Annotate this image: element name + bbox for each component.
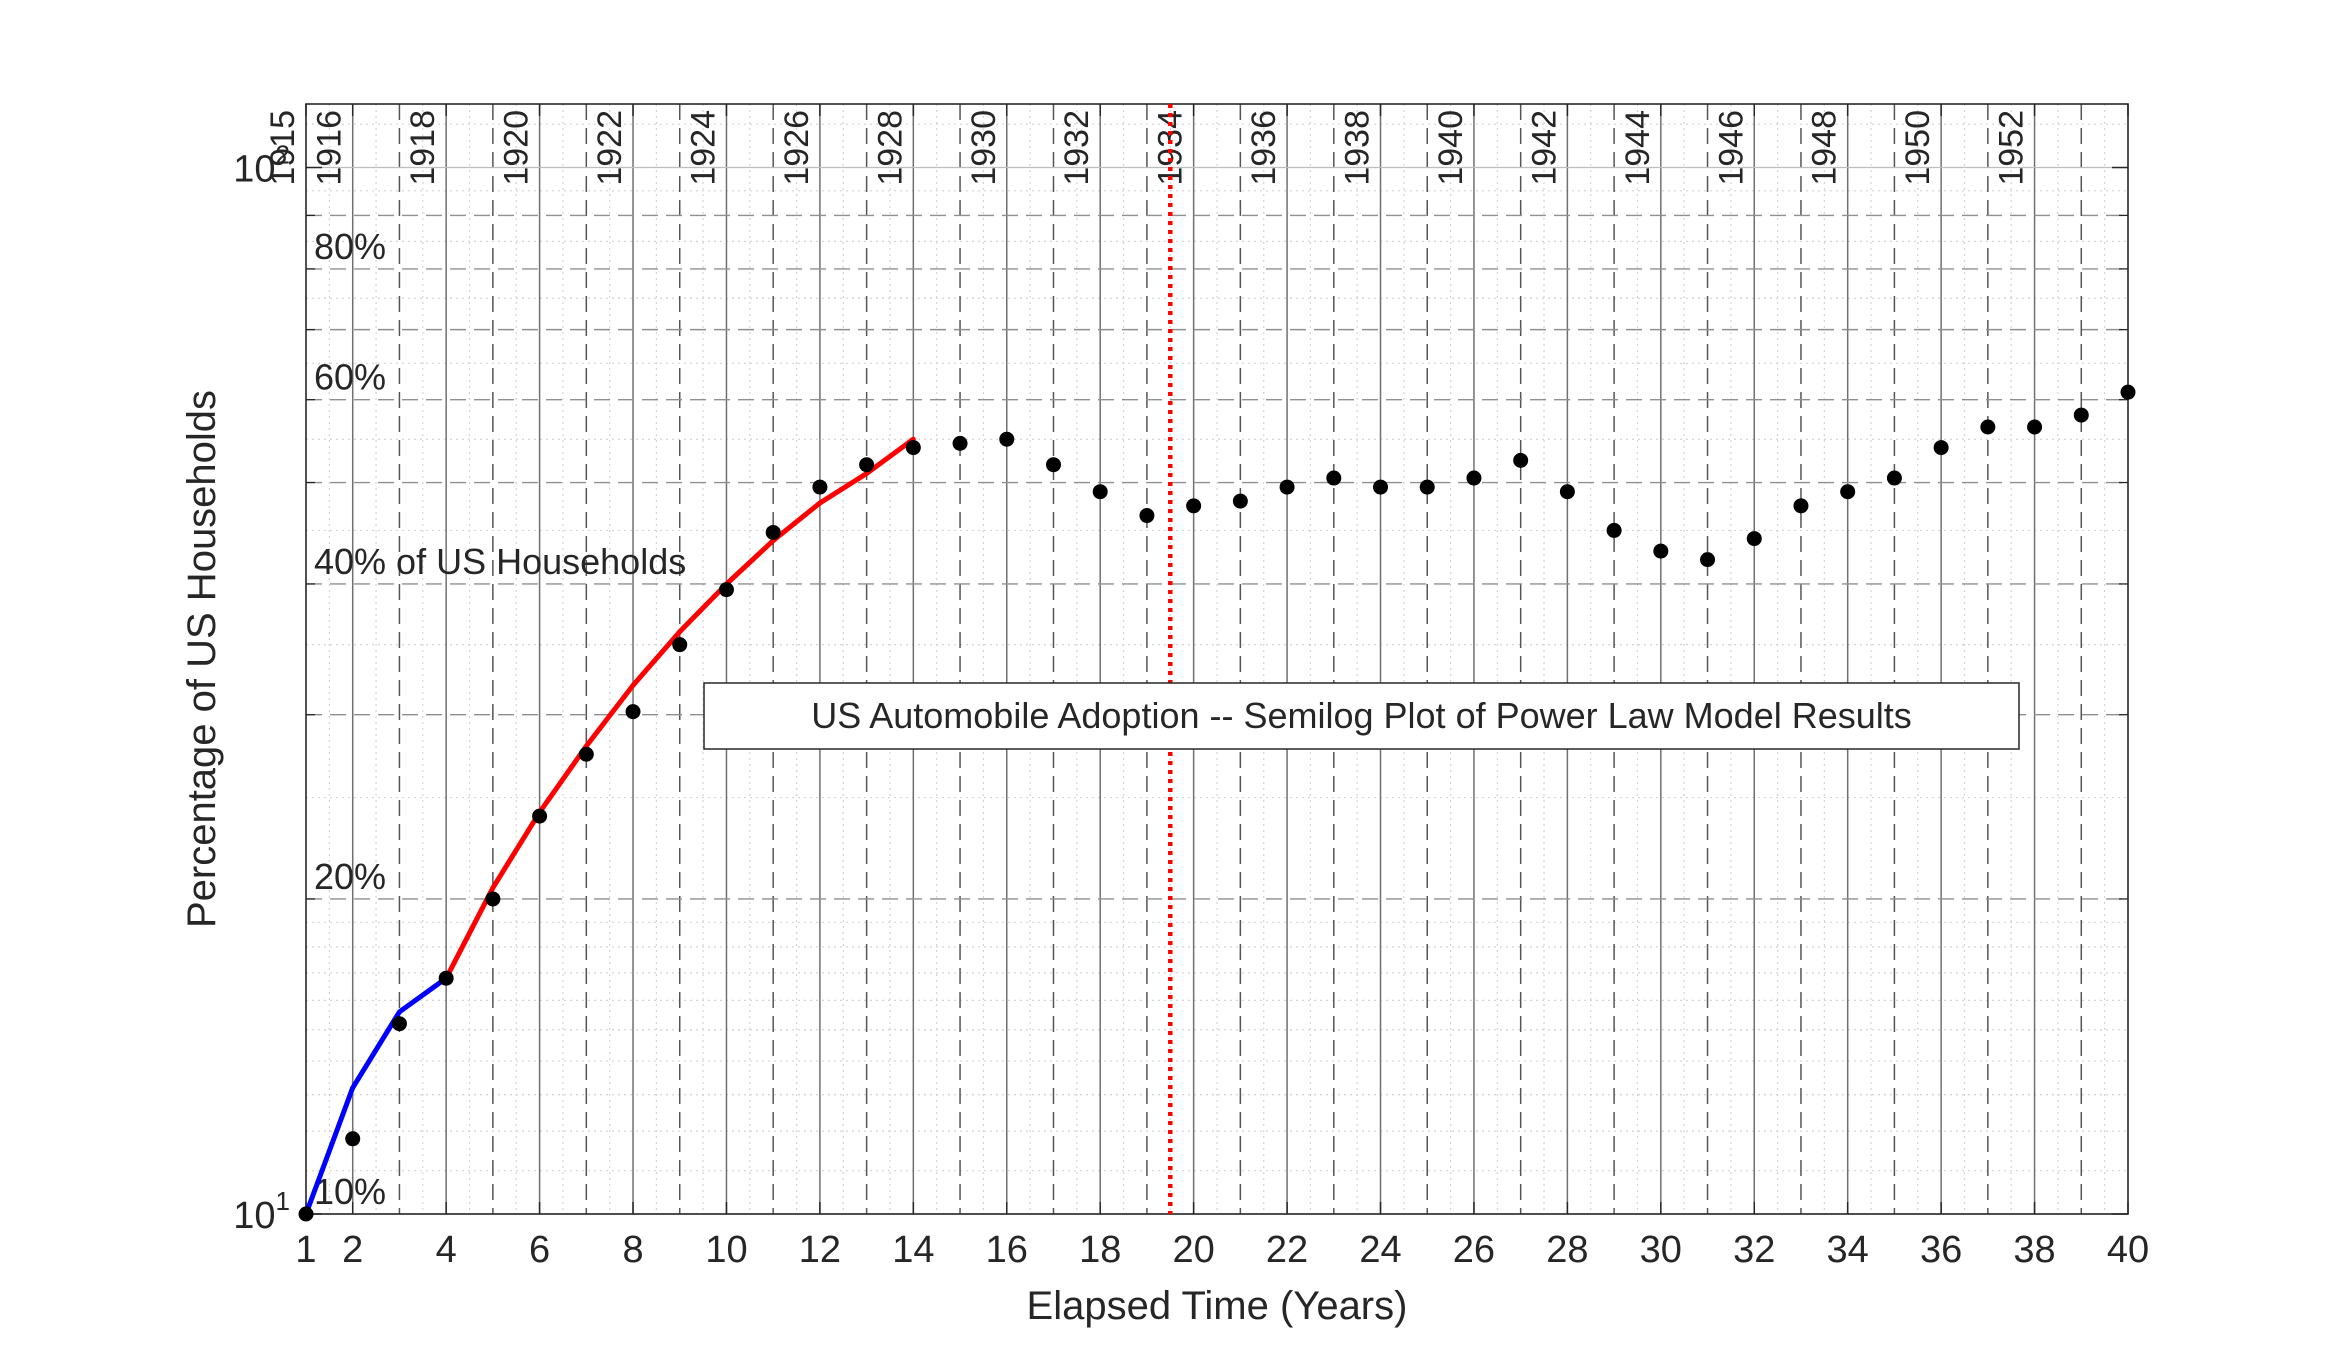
x-tick-label: 26 [1453, 1229, 1495, 1271]
data-point [1279, 479, 1295, 495]
x-tick-label: 8 [622, 1229, 643, 1271]
year-label: 1934 [1152, 110, 1190, 186]
data-point [1326, 470, 1342, 486]
x-tick-label: 40 [2107, 1229, 2149, 1271]
data-point [1933, 440, 1949, 456]
axes-box [305, 103, 2129, 1215]
data-point [1045, 457, 1061, 473]
x-tick-label: 30 [1640, 1229, 1682, 1271]
year-label: 1946 [1712, 110, 1750, 186]
x-tick-label: 36 [1920, 1229, 1962, 1271]
data-point [2073, 407, 2089, 423]
x-tick-label: 28 [1546, 1229, 1588, 1271]
data-point [812, 479, 828, 495]
x-tick-label: 2 [342, 1229, 363, 1271]
data-point [905, 440, 921, 456]
data-point [1886, 470, 1902, 486]
year-label: 1924 [684, 110, 722, 186]
data-point [625, 704, 641, 720]
data-point [1092, 484, 1108, 500]
data-point [1793, 498, 1809, 514]
data-point [1746, 531, 1762, 547]
year-label: 1950 [1899, 110, 1937, 186]
year-label: 1940 [1432, 110, 1470, 186]
y-tick-label: 102 [233, 140, 290, 191]
x-tick-label: 10 [705, 1229, 747, 1271]
year-label: 1952 [1993, 110, 2031, 186]
data-point [1559, 484, 1575, 500]
percent-label: 40% of US Households [314, 541, 686, 582]
data-point [485, 891, 501, 907]
year-label: 1915 [264, 110, 302, 186]
year-label: 1922 [591, 110, 629, 186]
x-tick-label: 16 [986, 1229, 1028, 1271]
data-point [999, 431, 1015, 447]
year-label: 1918 [404, 110, 442, 186]
year-label: 1926 [778, 110, 816, 186]
series-line-2 [443, 436, 916, 981]
year-label: 1932 [1058, 110, 1096, 186]
percent-label: 60% [314, 357, 386, 398]
data-point [1700, 552, 1716, 568]
data-point [952, 435, 968, 451]
data-point [1139, 508, 1155, 524]
x-tick-label: 4 [436, 1229, 457, 1271]
x-tick-label: 14 [892, 1229, 934, 1271]
data-point [672, 637, 688, 653]
data-point [1513, 452, 1529, 468]
x-tick-label: 20 [1173, 1229, 1215, 1271]
year-label: 1920 [498, 110, 536, 186]
x-tick-label: 18 [1079, 1229, 1121, 1271]
data-point [1186, 498, 1202, 514]
series-line-1 [303, 975, 449, 1217]
percent-label: 80% [314, 226, 386, 267]
x-tick-label: 12 [799, 1229, 841, 1271]
data-point [1606, 522, 1622, 538]
data-point [859, 457, 875, 473]
data-point [1419, 479, 1435, 495]
year-label: 1936 [1245, 110, 1283, 186]
y-tick-label: 101 [233, 1186, 290, 1237]
data-point [718, 582, 734, 598]
percent-label: 20% [314, 856, 386, 897]
data-point [1232, 493, 1248, 509]
x-tick-label: 1 [295, 1229, 316, 1271]
data-point [765, 524, 781, 540]
y-axis-title: Percentage of US Households [180, 390, 224, 928]
x-axis-title: Elapsed Time (Years) [1027, 1284, 1408, 1328]
data-point [2027, 419, 2043, 435]
data-point [391, 1016, 407, 1032]
year-label: 1916 [311, 110, 349, 186]
data-point [578, 746, 594, 762]
year-label: 1944 [1619, 110, 1657, 186]
data-point [1653, 543, 1669, 559]
data-point [1466, 470, 1482, 486]
x-tick-label: 24 [1359, 1229, 1401, 1271]
data-point [298, 1206, 314, 1222]
x-tick-label: 38 [2013, 1229, 2055, 1271]
data-point [2120, 384, 2136, 400]
x-tick-label: 34 [1827, 1229, 1869, 1271]
data-point [1840, 484, 1856, 500]
x-tick-label: 22 [1266, 1229, 1308, 1271]
year-label: 1938 [1339, 110, 1377, 186]
data-point [438, 970, 454, 986]
data-point [1980, 419, 1996, 435]
year-label: 1948 [1806, 110, 1844, 186]
data-point [532, 808, 548, 824]
data-point [345, 1131, 361, 1147]
chart-title: US Automobile Adoption -- Semilog Plot o… [811, 695, 1912, 736]
x-tick-label: 32 [1733, 1229, 1775, 1271]
year-label: 1930 [965, 110, 1003, 186]
year-label: 1928 [871, 110, 909, 186]
data-point [1373, 479, 1389, 495]
x-tick-label: 6 [529, 1229, 550, 1271]
title-box [703, 682, 2020, 750]
percent-label: 10% [314, 1171, 386, 1212]
year-label: 1942 [1525, 110, 1563, 186]
